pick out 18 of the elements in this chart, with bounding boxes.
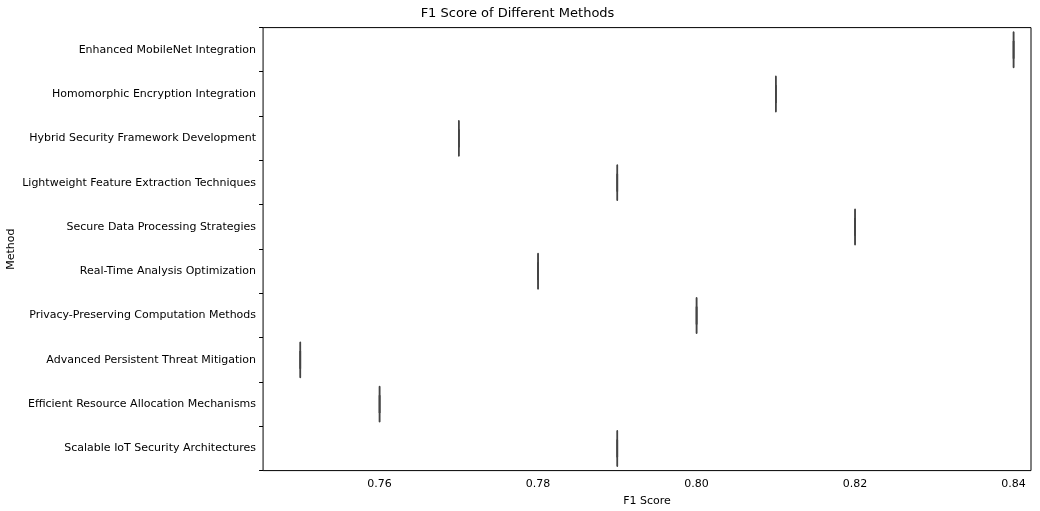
y-tick-label: Advanced Persistent Threat Mitigation [46,352,257,366]
y-tick-label: Hybrid Security Framework Development [29,131,257,145]
x-tick-label: 0.84 [1001,477,1026,491]
x-tick-label: 0.82 [842,477,868,491]
y-tick-label: Secure Data Processing Strategies [66,219,257,233]
y-axis-title: Method [4,228,18,270]
y-tick-label: Efficient Resource Allocation Mechanisms [27,397,257,411]
y-tick-label: Privacy-Preserving Computation Methods [29,308,257,322]
y-tick-label: Homomorphic Encryption Integration [51,86,257,100]
x-tick-label: 0.80 [684,477,709,491]
x-tick-label: 0.78 [525,477,551,491]
x-tick-label: 0.76 [367,477,392,491]
y-tick-label: Scalable IoT Security Architectures [64,441,257,455]
y-tick-label: Enhanced MobileNet Integration [78,42,257,56]
chart-title: F1 Score of Different Methods [420,5,615,21]
x-axis-title: F1 Score [623,494,672,508]
y-tick-label: Lightweight Feature Extraction Techniques [22,175,257,189]
y-tick-label: Real-Time Analysis Optimization [79,264,257,278]
